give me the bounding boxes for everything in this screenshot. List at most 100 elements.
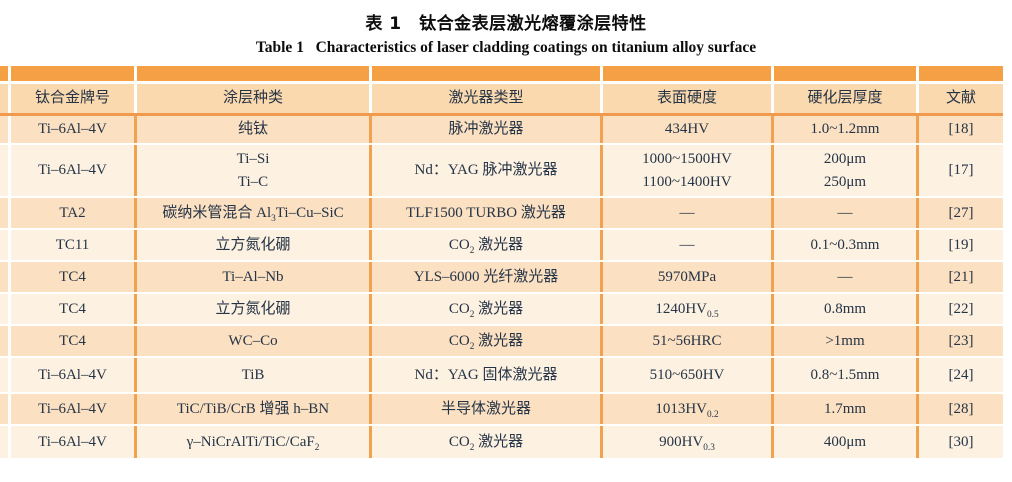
cap-band-segment xyxy=(774,66,916,81)
cell-line: 1100~1400HV xyxy=(642,173,732,190)
cell-line: — xyxy=(679,204,695,221)
table-cell: CO2 激光器 xyxy=(372,294,600,324)
cell-line: 0.1~0.3mm xyxy=(810,236,880,253)
column-header-label: 文献 xyxy=(945,90,976,107)
table-cell: 434HV xyxy=(603,116,771,143)
cell-line: 250μm xyxy=(823,173,867,190)
cell-line: 0.8~1.5mm xyxy=(810,366,880,383)
row-left-strip xyxy=(0,326,8,356)
table-cell: — xyxy=(603,230,771,260)
page: 表 1 钛合金表层激光熔覆涂层特性 Table 1 Characteristic… xyxy=(0,9,1012,458)
table-cell: 立方氮化硼 xyxy=(137,230,369,260)
table-cell: 立方氮化硼 xyxy=(137,294,369,324)
cap-band-segment xyxy=(372,66,600,81)
row-cells: Ti–6Al–4V 纯钛 脉冲激光器 434HV 1.0~1.2mm [18] xyxy=(11,116,1003,143)
row-left-strip xyxy=(0,426,8,458)
row-left-strip xyxy=(0,294,8,324)
table-title-en: Table 1 Characteristics of laser claddin… xyxy=(255,39,757,56)
cell-line: Nd：YAG 固体激光器 xyxy=(414,366,558,383)
table-row: TC11 立方氮化硼 CO2 激光器 — 0.1~0.3mm [19] xyxy=(0,230,1003,260)
cell-line: 1000~1500HV xyxy=(642,151,732,167)
cell-line: Ti–Si xyxy=(236,151,270,167)
column-header-label: 涂层种类 xyxy=(222,90,283,107)
table-cell: Ti–6Al–4V xyxy=(11,426,134,458)
table-cell: 半导体激光器 xyxy=(372,394,600,424)
cell-line: [24] xyxy=(948,366,974,383)
table-cell: [19] xyxy=(919,230,1003,260)
cell-line: Ti–C xyxy=(237,173,269,190)
table-cell: >1mm xyxy=(774,326,916,356)
table-cell: 1000~1500HV 1100~1400HV xyxy=(603,145,771,196)
cell-line: Ti–6Al–4V xyxy=(38,162,107,179)
cell-line: 1013HV0.2 xyxy=(655,400,719,420)
table-row: Ti–6Al–4V TiB Nd：YAG 固体激光器 510~650HV 0.8~1.5… xyxy=(0,358,1003,392)
cell-line: [19] xyxy=(948,236,974,253)
table-cell: Ti–Al–Nb xyxy=(137,262,369,292)
table-cell: [30] xyxy=(919,426,1003,458)
cell-line: 1240HV0.5 xyxy=(655,300,719,320)
cell-line: TC11 xyxy=(55,236,90,253)
column-header: 表面硬度 xyxy=(603,84,771,113)
cell-line: 0.8mm xyxy=(823,300,867,317)
table-cell: TA2 xyxy=(11,198,134,228)
cell-line: CO2 激光器 xyxy=(448,332,524,352)
table-cell: 1013HV0.2 xyxy=(603,394,771,424)
table-cell: TiC/TiB/CrB 增强 h–BN xyxy=(137,394,369,424)
column-header-label: 激光器类型 xyxy=(448,90,524,107)
table-cell: — xyxy=(774,262,916,292)
cell-line: 1.7mm xyxy=(823,400,867,417)
row-cells: TC11 立方氮化硼 CO2 激光器 — 0.1~0.3mm [19] xyxy=(11,230,1003,260)
table-row: TC4 立方氮化硼 CO2 激光器 1240HV0.5 0.8mm [22] xyxy=(0,294,1003,324)
cap-left-strip xyxy=(0,66,8,81)
cell-line: 200μm xyxy=(823,151,867,167)
table-cell: 1.0~1.2mm xyxy=(774,116,916,143)
cell-line: CO2 激光器 xyxy=(448,236,524,256)
cell-line: [18] xyxy=(948,121,974,138)
cell-line: 510~650HV xyxy=(649,366,725,383)
table-cap-band xyxy=(0,66,1003,81)
table-cell: Nd：YAG 固体激光器 xyxy=(372,358,600,392)
column-header: 激光器类型 xyxy=(372,84,600,113)
column-header: 涂层种类 xyxy=(137,84,369,113)
column-header: 文献 xyxy=(919,84,1003,113)
table-cell: 5970MPa xyxy=(603,262,771,292)
table-cell: 0.8mm xyxy=(774,294,916,324)
cap-band-segment xyxy=(603,66,771,81)
column-header-label: 表面硬度 xyxy=(656,90,717,107)
row-left-strip xyxy=(0,394,8,424)
row-cells: Ti–6Al–4V γ–NiCrAlTi/TiC/CaF2 CO2 激光器 900HV… xyxy=(11,426,1003,458)
cell-line: 碳纳米管混合 Al3Ti–Cu–SiC xyxy=(162,204,344,224)
cap-band-segment xyxy=(919,66,1003,81)
cell-line: γ–NiCrAlTi/TiC/CaF2 xyxy=(186,433,320,453)
cell-line: [30] xyxy=(948,433,974,450)
column-header: 钛合金牌号 xyxy=(11,84,134,113)
cell-line: 纯钛 xyxy=(237,121,268,138)
cell-line: — xyxy=(837,204,853,221)
table-cell: γ–NiCrAlTi/TiC/CaF2 xyxy=(137,426,369,458)
table-row: Ti–6Al–4V Ti–Si Ti–C Nd：YAG 脉冲激光器 1000~1500H… xyxy=(0,145,1003,196)
row-left-strip xyxy=(0,198,8,228)
header-cells: 钛合金牌号 涂层种类 激光器类型 表面硬度 硬化层厚度 文献 xyxy=(11,84,1003,113)
table-cell: 200μm 250μm xyxy=(774,145,916,196)
table-cell: 0.8~1.5mm xyxy=(774,358,916,392)
table-cell: 0.1~0.3mm xyxy=(774,230,916,260)
row-left-strip xyxy=(0,145,8,196)
table-cell: TC11 xyxy=(11,230,134,260)
table-cell: 900HV0.3 xyxy=(603,426,771,458)
row-cells: TC4 WC–Co CO2 激光器 51~56HRC >1mm [23] xyxy=(11,326,1003,356)
data-table: 钛合金牌号 涂层种类 激光器类型 表面硬度 硬化层厚度 文献 Ti–6Al–4V 纯钛 脉冲激… xyxy=(0,66,1003,458)
table-cell: TC4 xyxy=(11,294,134,324)
table-cell: 510~650HV xyxy=(603,358,771,392)
table-cell: 400μm xyxy=(774,426,916,458)
row-left-strip xyxy=(0,358,8,392)
table-body: Ti–6Al–4V 纯钛 脉冲激光器 434HV 1.0~1.2mm [18] Ti–6Al… xyxy=(0,116,1003,458)
table-row: TC4 Ti–Al–Nb YLS–6000 光纤激光器 5970MPa — [21] xyxy=(0,262,1003,292)
row-cells: Ti–6Al–4V TiC/TiB/CrB 增强 h–BN 半导体激光器 1013HV… xyxy=(11,394,1003,424)
table-cell: — xyxy=(774,198,916,228)
cell-line: Ti–Al–Nb xyxy=(222,268,284,285)
table-cell: [17] xyxy=(919,145,1003,196)
table-cell: 1240HV0.5 xyxy=(603,294,771,324)
cell-line: 5970MPa xyxy=(657,268,717,285)
table-header-row: 钛合金牌号 涂层种类 激光器类型 表面硬度 硬化层厚度 文献 xyxy=(0,84,1003,113)
row-cells: Ti–6Al–4V Ti–Si Ti–C Nd：YAG 脉冲激光器 1000~1500H… xyxy=(11,145,1003,196)
